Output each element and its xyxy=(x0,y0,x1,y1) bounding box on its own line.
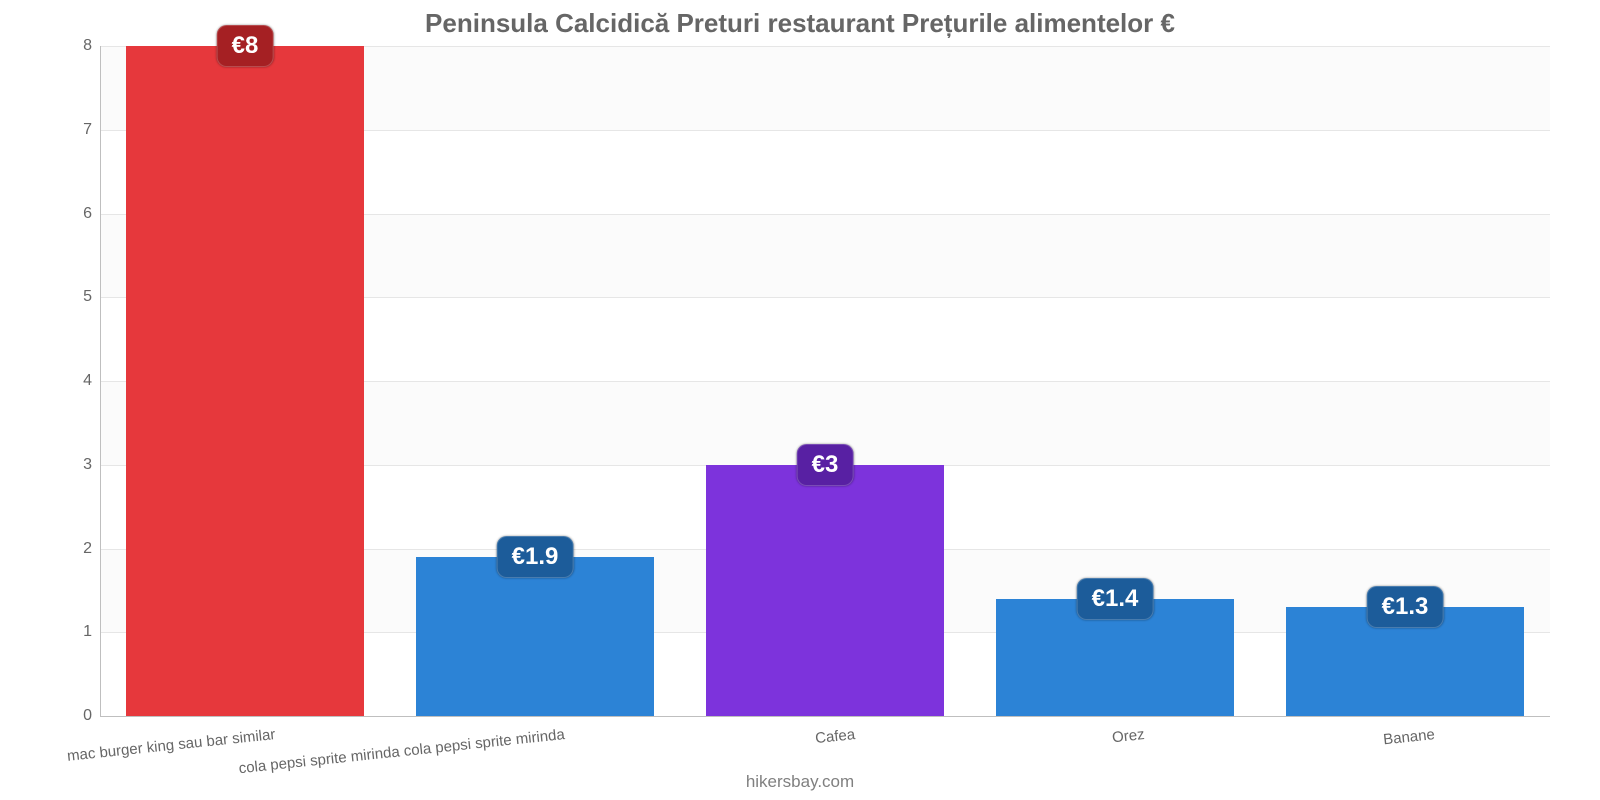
bar: €8 xyxy=(126,46,364,716)
bar-value-label: €8 xyxy=(217,25,274,67)
bar: €1.9 xyxy=(416,557,654,716)
y-tick-label: 6 xyxy=(83,205,92,223)
x-tick-label: Cafea xyxy=(814,726,856,747)
bar: €1.4 xyxy=(996,599,1234,716)
y-tick-label: 8 xyxy=(83,37,92,55)
x-tick-label: Banane xyxy=(1383,726,1436,748)
x-axis-line xyxy=(100,716,1550,717)
y-tick-label: 4 xyxy=(83,372,92,390)
y-axis-line xyxy=(100,46,101,716)
bar: €3 xyxy=(706,465,944,716)
bar-chart: Peninsula Calcidică Preturi restaurant P… xyxy=(0,0,1600,800)
y-tick-label: 1 xyxy=(83,623,92,641)
y-tick-label: 2 xyxy=(83,540,92,558)
plot-area: 012345678€8€1.9€3€1.4€1.3 xyxy=(100,46,1550,716)
bar-value-label: €1.4 xyxy=(1077,578,1154,620)
y-tick-label: 5 xyxy=(83,288,92,306)
y-tick-label: 0 xyxy=(83,707,92,725)
x-tick-label: Orez xyxy=(1112,726,1146,746)
credit-text: hikersbay.com xyxy=(0,772,1600,792)
bar-value-label: €1.3 xyxy=(1367,586,1444,628)
y-tick-label: 3 xyxy=(83,456,92,474)
x-axis-labels: mac burger king sau bar similarcola peps… xyxy=(100,720,1550,770)
y-tick-label: 7 xyxy=(83,121,92,139)
bar-value-label: €1.9 xyxy=(497,536,574,578)
bar: €1.3 xyxy=(1286,607,1524,716)
x-tick-label: cola pepsi sprite mirinda cola pepsi spr… xyxy=(238,726,566,777)
bar-value-label: €3 xyxy=(797,444,854,486)
